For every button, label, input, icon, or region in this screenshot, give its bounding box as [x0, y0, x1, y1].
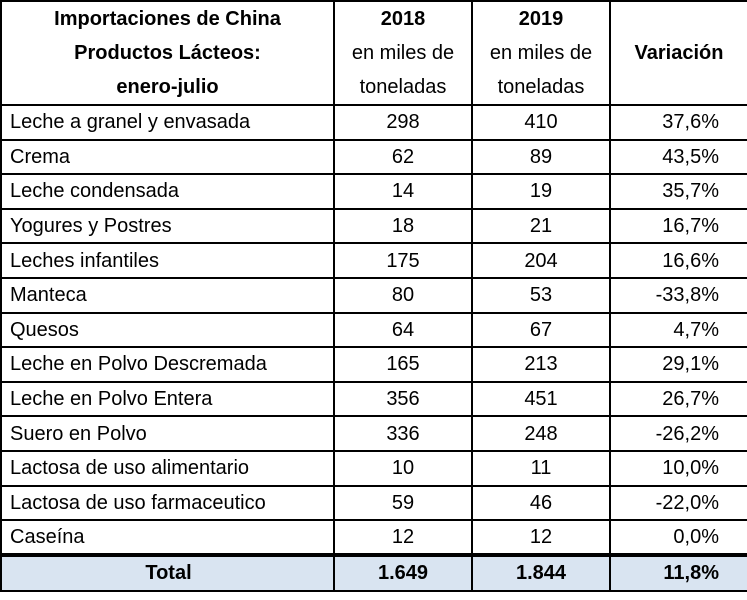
- product-cell: Leche condensada: [0, 173, 335, 210]
- value-2018-cell: 62: [333, 138, 473, 176]
- column-header-2019: 2019 en miles de toneladas: [471, 0, 611, 106]
- product-cell: Lactosa de uso alimentario: [0, 449, 335, 487]
- unit-line-2: toneladas: [359, 76, 447, 98]
- value-2018-cell: 175: [333, 242, 473, 279]
- value-2019-cell: 12: [471, 519, 611, 556]
- value-2018-cell: 10: [333, 449, 473, 487]
- table-row: Leche a granel y envasada 298 410 37,6%: [0, 104, 747, 141]
- product-cell: Lactosa de uso farmaceutico: [0, 484, 335, 522]
- table-title: Importaciones de China Productos Lácteos…: [0, 0, 335, 106]
- table-row: Lactosa de uso alimentario 10 11 10,0%: [0, 449, 747, 487]
- table-row: Leches infantiles 175 204 16,6%: [0, 242, 747, 279]
- table-body: Leche a granel y envasada 298 410 37,6% …: [0, 104, 747, 592]
- variation-cell: -22,0%: [609, 484, 747, 522]
- value-2019-cell: 19: [471, 173, 611, 210]
- column-header-2018: 2018 en miles de toneladas: [333, 0, 473, 106]
- table-row: Suero en Polvo 336 248 -26,2%: [0, 415, 747, 452]
- value-2018-cell: 14: [333, 173, 473, 210]
- total-2019-cell: 1.844: [471, 552, 611, 592]
- variation-cell: -26,2%: [609, 415, 747, 452]
- value-2018-cell: 12: [333, 519, 473, 556]
- table-row: Yogures y Postres 18 21 16,7%: [0, 207, 747, 245]
- table-row: Leche condensada 14 19 35,7%: [0, 173, 747, 210]
- variation-cell: 0,0%: [609, 519, 747, 556]
- table-row: Quesos 64 67 4,7%: [0, 311, 747, 349]
- product-cell: Leche en Polvo Entera: [0, 380, 335, 418]
- column-header-variation: Variación: [609, 0, 747, 106]
- variation-cell: -33,8%: [609, 276, 747, 314]
- value-2018-cell: 64: [333, 311, 473, 349]
- product-cell: Suero en Polvo: [0, 415, 335, 452]
- value-2019-cell: 11: [471, 449, 611, 487]
- total-row: Total 1.649 1.844 11,8%: [0, 552, 747, 592]
- value-2019-cell: 410: [471, 104, 611, 141]
- title-line-2: Productos Lácteos:: [74, 42, 261, 64]
- value-2019-cell: 53: [471, 276, 611, 314]
- product-cell: Leche a granel y envasada: [0, 104, 335, 141]
- value-2019-cell: 204: [471, 242, 611, 279]
- unit-line-1: en miles de: [351, 42, 455, 64]
- year-2019: 2019: [518, 8, 564, 30]
- table-row: Leche en Polvo Entera 356 451 26,7%: [0, 380, 747, 418]
- value-2019-cell: 213: [471, 346, 611, 383]
- total-variation-cell: 11,8%: [609, 552, 747, 592]
- value-2019-cell: 67: [471, 311, 611, 349]
- header-row: Importaciones de China Productos Lácteos…: [0, 0, 747, 106]
- total-2018-cell: 1.649: [333, 552, 473, 592]
- value-2019-cell: 46: [471, 484, 611, 522]
- product-cell: Leche en Polvo Descremada: [0, 346, 335, 383]
- value-2019-cell: 89: [471, 138, 611, 176]
- product-cell: Quesos: [0, 311, 335, 349]
- value-2018-cell: 165: [333, 346, 473, 383]
- table-row: Caseína 12 12 0,0%: [0, 519, 747, 556]
- table-row: Crema 62 89 43,5%: [0, 138, 747, 176]
- unit-line-2: toneladas: [497, 76, 585, 98]
- table-row: Manteca 80 53 -33,8%: [0, 276, 747, 314]
- year-2018: 2018: [380, 8, 426, 30]
- variation-cell: 35,7%: [609, 173, 747, 210]
- product-cell: Yogures y Postres: [0, 207, 335, 245]
- unit-line-1: en miles de: [489, 42, 593, 64]
- value-2018-cell: 356: [333, 380, 473, 418]
- product-cell: Manteca: [0, 276, 335, 314]
- value-2019-cell: 248: [471, 415, 611, 452]
- table-row: Leche en Polvo Descremada 165 213 29,1%: [0, 346, 747, 383]
- variation-cell: 10,0%: [609, 449, 747, 487]
- variation-cell: 16,6%: [609, 242, 747, 279]
- value-2018-cell: 298: [333, 104, 473, 141]
- title-line-3: enero-julio: [116, 76, 219, 98]
- variation-cell: 4,7%: [609, 311, 747, 349]
- total-label: Total: [0, 552, 335, 592]
- table-row: Lactosa de uso farmaceutico 59 46 -22,0%: [0, 484, 747, 522]
- title-line-1: Importaciones de China: [54, 8, 281, 30]
- product-cell: Leches infantiles: [0, 242, 335, 279]
- variation-cell: 26,7%: [609, 380, 747, 418]
- value-2018-cell: 18: [333, 207, 473, 245]
- variation-cell: 43,5%: [609, 138, 747, 176]
- variation-cell: 37,6%: [609, 104, 747, 141]
- product-cell: Crema: [0, 138, 335, 176]
- value-2019-cell: 451: [471, 380, 611, 418]
- variation-cell: 16,7%: [609, 207, 747, 245]
- variation-cell: 29,1%: [609, 346, 747, 383]
- value-2018-cell: 59: [333, 484, 473, 522]
- product-cell: Caseína: [0, 519, 335, 556]
- value-2018-cell: 80: [333, 276, 473, 314]
- value-2018-cell: 336: [333, 415, 473, 452]
- value-2019-cell: 21: [471, 207, 611, 245]
